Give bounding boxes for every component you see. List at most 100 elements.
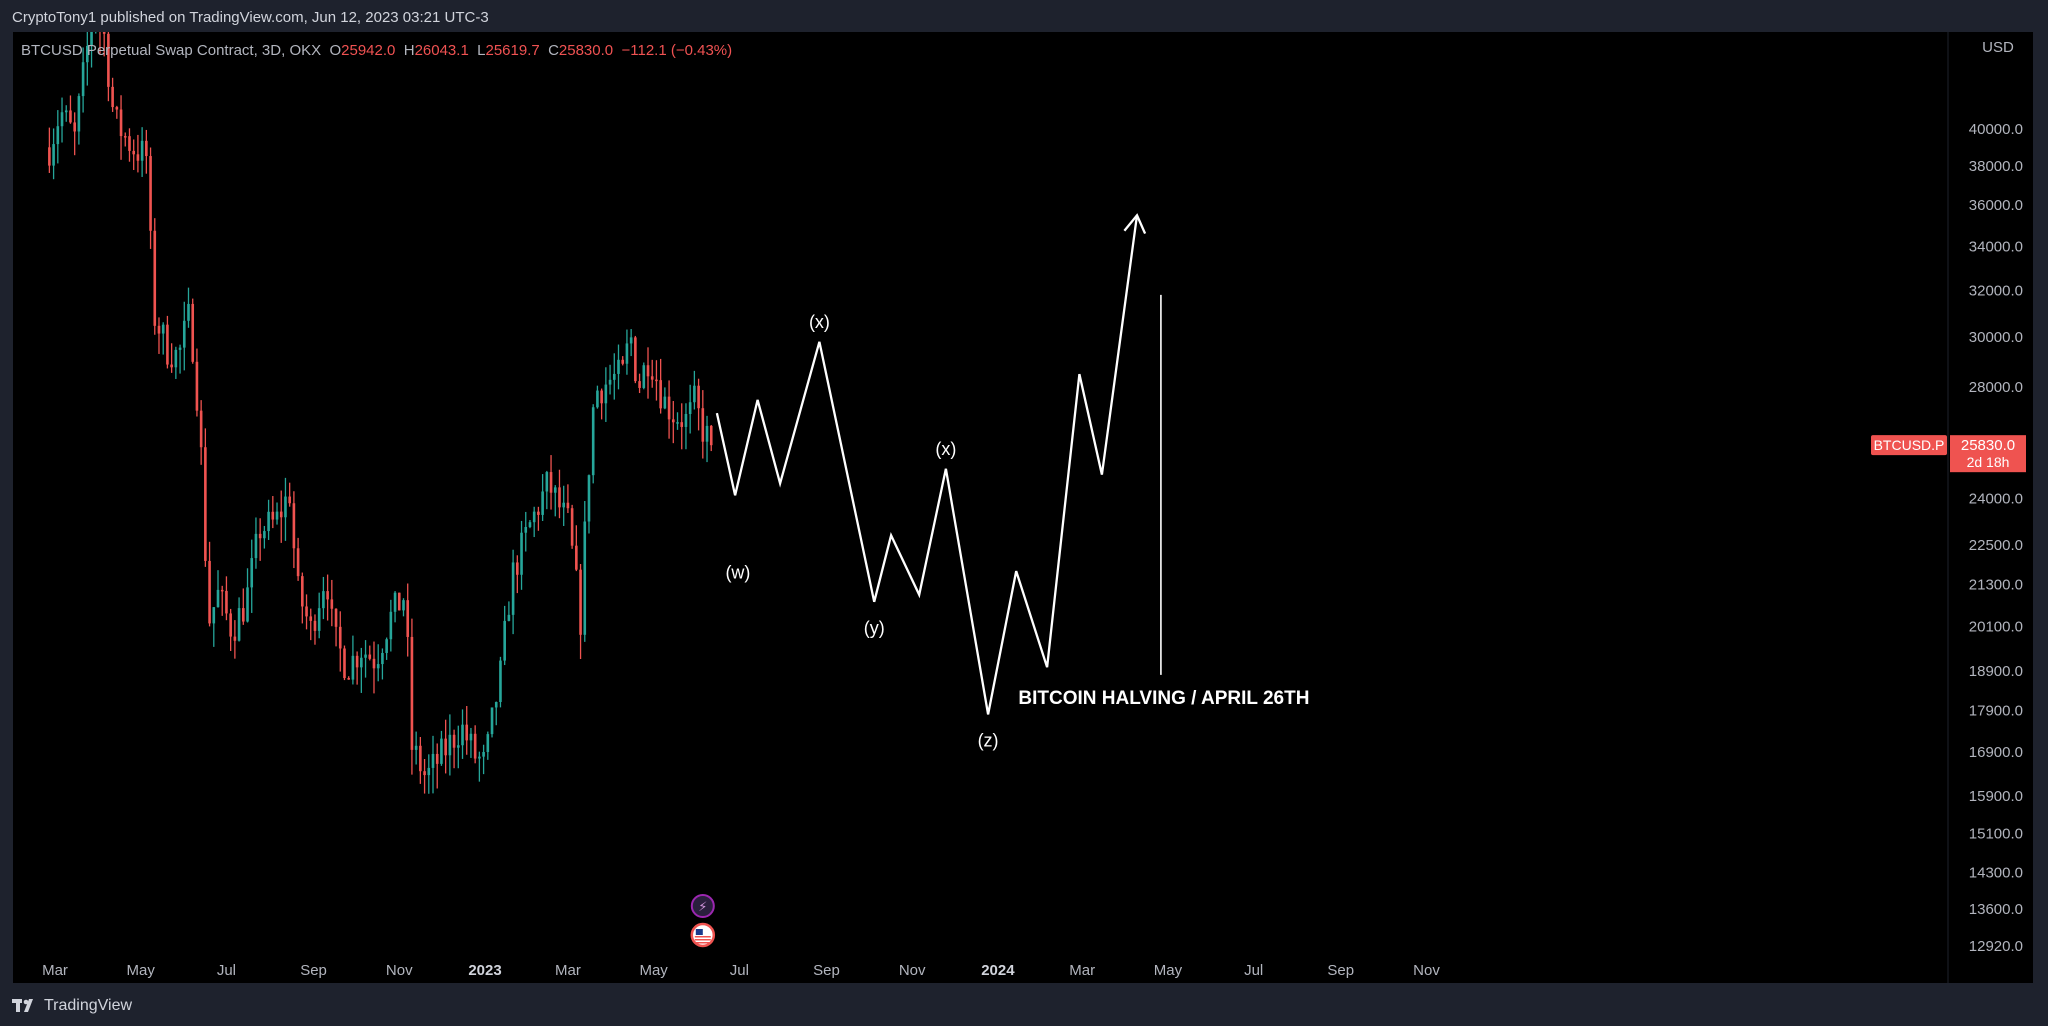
candle-body <box>638 381 641 388</box>
us-flag-stripe <box>694 939 711 941</box>
price-tag-bg <box>1950 435 2026 473</box>
candle-body <box>532 511 536 523</box>
x-tick-label: Mar <box>42 962 68 979</box>
y-tick-label: 40000.0 <box>1969 121 2023 138</box>
candle-body <box>423 771 426 776</box>
candle-body <box>579 569 582 635</box>
top-bar: CryptoTony1 published on TradingView.com… <box>0 0 2048 32</box>
candle-body <box>655 379 658 382</box>
candle-body <box>612 373 616 380</box>
candle-body <box>191 303 195 362</box>
open-value: 25942.0 <box>341 42 396 59</box>
candle-body <box>549 472 553 493</box>
candle-body <box>326 591 329 600</box>
candle-body <box>313 620 317 631</box>
x-tick-label: 2024 <box>981 962 1015 979</box>
candle-body <box>241 608 245 622</box>
price-tag-symbol-bg <box>1871 435 1947 456</box>
y-tick-label: 20100.0 <box>1969 619 2023 636</box>
candle-body <box>705 425 709 442</box>
y-tick-label: 12920.0 <box>1969 938 2023 955</box>
candle-body <box>490 707 494 735</box>
y-tick-label: 30000.0 <box>1969 329 2023 346</box>
candle-body <box>381 652 384 665</box>
candle-body <box>709 425 713 446</box>
chart-pane[interactable]: 12920.0 13600.0 14300.0 15100.0 15900.0 16900… <box>13 32 2033 983</box>
candlestick-chart[interactable]: 12920.0 13600.0 14300.0 15100.0 15900.0 16900… <box>13 32 2033 983</box>
candle-body <box>145 140 148 157</box>
candle-body <box>360 657 363 668</box>
candle-body <box>157 325 161 334</box>
brand-name: TradingView <box>44 997 133 1014</box>
candle-body <box>60 112 64 127</box>
candle-body <box>128 136 131 151</box>
candle-body <box>52 144 55 166</box>
candle-body <box>263 531 266 539</box>
candle-body <box>195 361 199 411</box>
y-tick-label: 14300.0 <box>1969 865 2023 882</box>
wave-label: (z) <box>978 730 999 750</box>
candle-body <box>684 414 688 427</box>
candle-body <box>486 734 490 753</box>
candle-body <box>115 107 119 110</box>
candle-body <box>499 660 502 703</box>
candle-body <box>233 636 237 641</box>
x-tick-label: 2023 <box>468 962 501 979</box>
candle-body <box>330 599 334 609</box>
candle-body <box>697 385 700 409</box>
candle-body <box>305 606 308 617</box>
x-tick-label: Jul <box>217 962 236 979</box>
tradingview-logo[interactable]: TradingView <box>12 997 132 1015</box>
y-tick-label: 13600.0 <box>1969 901 2023 918</box>
candle-body <box>347 678 350 680</box>
x-tick-label: Nov <box>386 962 413 979</box>
candle-body <box>309 616 313 621</box>
currency-label[interactable]: USD <box>1982 39 2014 56</box>
candle-body <box>279 511 283 518</box>
candle-body <box>629 337 633 344</box>
candle-body <box>90 32 93 47</box>
x-tick-label: Sep <box>813 962 840 979</box>
candle-body <box>397 592 401 611</box>
candle-body <box>317 608 321 631</box>
high-label: H <box>403 42 415 59</box>
y-tick-label: 32000.0 <box>1969 282 2023 299</box>
candle-body <box>174 349 178 368</box>
x-tick-label: May <box>127 962 156 979</box>
x-tick-label: Jul <box>730 962 749 979</box>
candle-body <box>596 390 599 408</box>
candle-body <box>338 626 342 649</box>
candle-body <box>440 738 443 764</box>
y-tick-label: 22500.0 <box>1969 537 2023 554</box>
candle-body <box>69 110 72 123</box>
candle-body <box>465 724 469 741</box>
candle-body <box>693 385 696 403</box>
us-flag-canton <box>695 929 703 935</box>
y-tick-label: 34000.0 <box>1969 238 2023 255</box>
candle-body <box>642 365 646 388</box>
candle-body <box>617 359 620 374</box>
candle-body <box>136 154 140 161</box>
low-value: 25619.7 <box>485 42 540 59</box>
bottom-bar: TradingView <box>0 983 2048 1026</box>
candle-body <box>701 408 705 442</box>
candle-body <box>393 592 397 612</box>
candle-body <box>351 655 355 680</box>
symbol-name[interactable]: BTCUSD Perpetual Swap Contract, 3D, OKX <box>21 42 322 59</box>
candle-body <box>301 576 304 607</box>
projection-path[interactable] <box>715 215 1139 715</box>
candle-body <box>140 140 144 161</box>
us-flag-stripe <box>694 942 711 944</box>
lightning-icon[interactable] <box>690 894 715 918</box>
candle-body <box>688 402 692 415</box>
candle-body <box>56 126 60 145</box>
lightning-glyph: ⚡ <box>698 899 707 914</box>
candle-body <box>372 658 376 669</box>
candle-body <box>107 33 110 87</box>
candle-body <box>473 733 477 759</box>
candle-body <box>334 608 338 627</box>
candle-body <box>86 46 89 63</box>
candle-body <box>562 502 565 508</box>
candle-body <box>524 527 528 533</box>
candle-body <box>528 522 532 528</box>
